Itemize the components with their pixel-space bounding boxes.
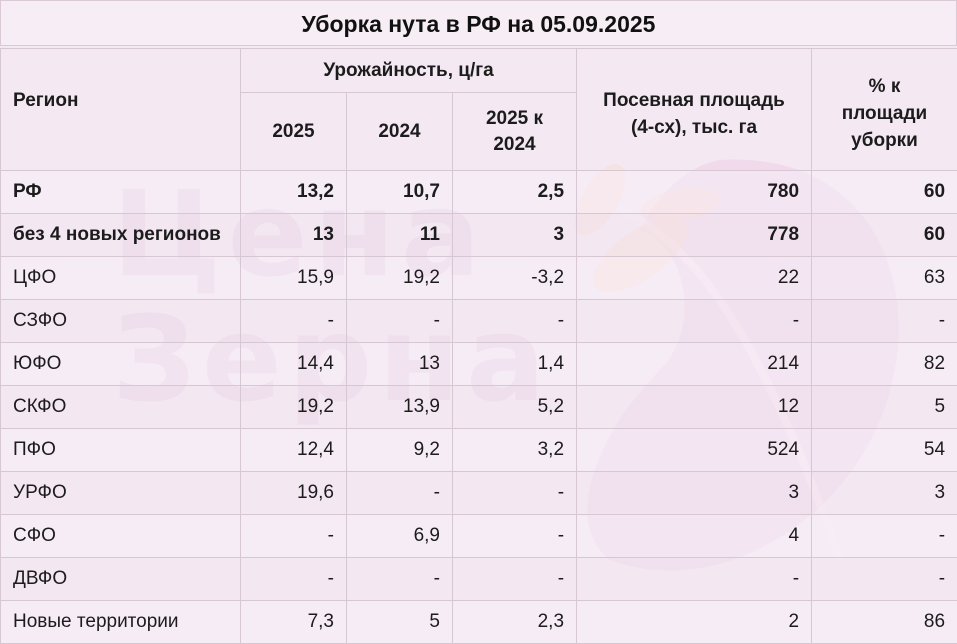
header-2025: 2025	[241, 93, 347, 171]
cell-area: 778	[577, 214, 812, 257]
cell-region: РФ	[1, 171, 241, 214]
cell-area: 22	[577, 257, 812, 300]
cell-pct: 5	[812, 386, 957, 429]
cell-pct: 60	[812, 214, 957, 257]
header-area: Посевная площадь (4-сх), тыс. га	[577, 49, 812, 171]
cell-pct: 82	[812, 343, 957, 386]
cell-yield-diff: 3,2	[453, 429, 577, 472]
cell-pct: -	[812, 300, 957, 343]
cell-yield-2025: 19,6	[241, 472, 347, 515]
cell-pct: -	[812, 558, 957, 601]
cell-yield-diff: 2,5	[453, 171, 577, 214]
cell-yield-2025: 13,2	[241, 171, 347, 214]
cell-yield-2025: 19,2	[241, 386, 347, 429]
cell-region: УРФО	[1, 472, 241, 515]
cell-yield-2024: 5	[347, 601, 453, 644]
cell-yield-diff: -	[453, 472, 577, 515]
cell-yield-diff: -	[453, 300, 577, 343]
cell-pct: 3	[812, 472, 957, 515]
cell-area: 3	[577, 472, 812, 515]
header-yield-group: Урожайность, ц/га	[241, 49, 577, 93]
cell-yield-diff: -3,2	[453, 257, 577, 300]
header-2024: 2024	[347, 93, 453, 171]
table-row: ДВФО-----	[1, 558, 957, 601]
page-title: Уборка нута в РФ на 05.09.2025	[0, 0, 957, 46]
cell-yield-2024: -	[347, 300, 453, 343]
cell-area: 524	[577, 429, 812, 472]
cell-pct: 60	[812, 171, 957, 214]
cell-region: ДВФО	[1, 558, 241, 601]
cell-yield-2024: 13,9	[347, 386, 453, 429]
cell-yield-2025: 7,3	[241, 601, 347, 644]
header-pct: % к площади уборки	[812, 49, 957, 171]
cell-area: -	[577, 558, 812, 601]
cell-yield-2025: 12,4	[241, 429, 347, 472]
cell-area: 2	[577, 601, 812, 644]
cell-region: ПФО	[1, 429, 241, 472]
cell-yield-diff: 1,4	[453, 343, 577, 386]
cell-region: СЗФО	[1, 300, 241, 343]
cell-yield-2025: -	[241, 300, 347, 343]
cell-yield-2024: 10,7	[347, 171, 453, 214]
harvest-table: Регион Урожайность, ц/га Посевная площад…	[0, 48, 957, 644]
table-row: СЗФО-----	[1, 300, 957, 343]
table-row: СФО-6,9-4-	[1, 515, 957, 558]
cell-yield-2024: 6,9	[347, 515, 453, 558]
cell-region: без 4 новых регионов	[1, 214, 241, 257]
cell-region: ЮФО	[1, 343, 241, 386]
cell-region: СКФО	[1, 386, 241, 429]
cell-yield-diff: 2,3	[453, 601, 577, 644]
cell-yield-2024: 11	[347, 214, 453, 257]
cell-region: Новые территории	[1, 601, 241, 644]
cell-area: -	[577, 300, 812, 343]
cell-pct: 63	[812, 257, 957, 300]
cell-area: 214	[577, 343, 812, 386]
cell-yield-2025: -	[241, 515, 347, 558]
cell-yield-2025: 15,9	[241, 257, 347, 300]
cell-yield-2024: -	[347, 472, 453, 515]
header-diff: 2025 к 2024	[453, 93, 577, 171]
cell-yield-diff: -	[453, 515, 577, 558]
cell-yield-2024: 9,2	[347, 429, 453, 472]
header-row-1: Регион Урожайность, ц/га Посевная площад…	[1, 49, 957, 93]
cell-yield-2025: -	[241, 558, 347, 601]
cell-region: ЦФО	[1, 257, 241, 300]
cell-yield-2025: 14,4	[241, 343, 347, 386]
cell-pct: 86	[812, 601, 957, 644]
cell-yield-diff: 5,2	[453, 386, 577, 429]
cell-yield-2024: 13	[347, 343, 453, 386]
header-region: Регион	[1, 49, 241, 171]
cell-yield-2025: 13	[241, 214, 347, 257]
cell-area: 4	[577, 515, 812, 558]
cell-yield-diff: 3	[453, 214, 577, 257]
cell-area: 780	[577, 171, 812, 214]
cell-yield-2024: 19,2	[347, 257, 453, 300]
cell-area: 12	[577, 386, 812, 429]
cell-pct: -	[812, 515, 957, 558]
cell-yield-diff: -	[453, 558, 577, 601]
cell-yield-2024: -	[347, 558, 453, 601]
cell-pct: 54	[812, 429, 957, 472]
cell-region: СФО	[1, 515, 241, 558]
